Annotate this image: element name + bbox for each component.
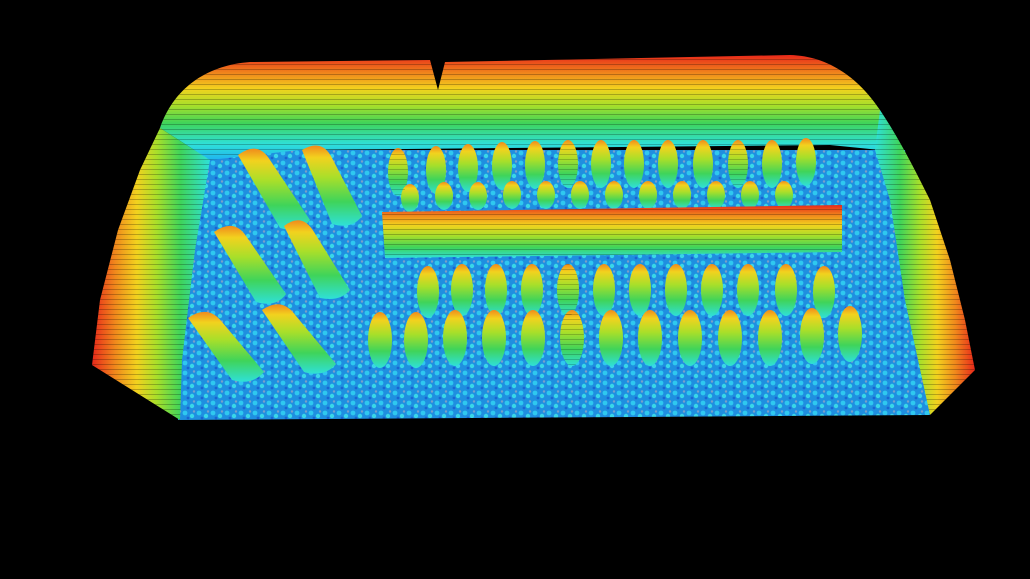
- pillar: [417, 266, 439, 318]
- pillar: [451, 264, 473, 316]
- pillar: [838, 306, 862, 362]
- contour: [557, 264, 579, 316]
- pillar: [775, 264, 797, 316]
- pillar: [707, 181, 725, 209]
- pillar: [605, 181, 623, 209]
- pillar: [741, 181, 759, 209]
- pillar: [503, 181, 521, 209]
- contour: [728, 140, 748, 188]
- pillar: [521, 310, 545, 366]
- pillar: [591, 140, 611, 188]
- pillar: [599, 310, 623, 366]
- contour: [560, 310, 584, 366]
- pillar: [571, 181, 589, 209]
- pillar: [368, 312, 392, 368]
- pillar: [525, 141, 545, 189]
- pillar: [404, 312, 428, 368]
- pillar: [629, 264, 651, 316]
- pillar: [521, 264, 543, 316]
- pillar: [658, 140, 678, 188]
- pillar: [639, 181, 657, 209]
- pillar: [638, 310, 662, 366]
- pillar: [693, 140, 713, 188]
- pillar: [435, 182, 453, 210]
- pillar: [485, 264, 507, 316]
- pillar: [701, 264, 723, 316]
- pillar: [665, 264, 687, 316]
- pillar: [737, 264, 759, 316]
- center-wall-contours: [382, 205, 842, 258]
- pillar: [718, 310, 742, 366]
- contour: [388, 148, 408, 196]
- pillar: [678, 310, 702, 366]
- pillar: [469, 182, 487, 210]
- contour: [558, 140, 578, 188]
- pillar: [758, 310, 782, 366]
- pillar: [800, 308, 824, 364]
- pillar: [762, 140, 782, 188]
- pillar: [482, 310, 506, 366]
- pillar: [537, 181, 555, 209]
- pillar: [796, 138, 816, 186]
- pillar: [775, 181, 793, 209]
- pillar: [624, 140, 644, 188]
- pillar: [673, 181, 691, 209]
- pillar: [443, 310, 467, 366]
- pillar: [593, 264, 615, 316]
